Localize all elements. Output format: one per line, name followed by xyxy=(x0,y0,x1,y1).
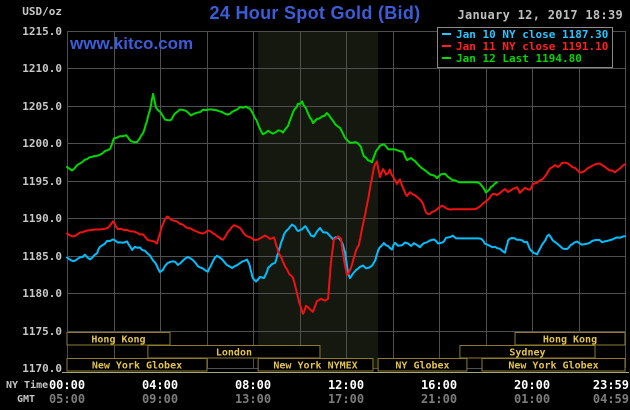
session-box: New York NYMEX xyxy=(257,358,374,372)
session-box: Sydney xyxy=(459,345,596,359)
price-line-jan11 xyxy=(66,160,626,315)
y-tick-label: 1215.0 xyxy=(22,25,62,38)
legend-label-jan10: Jan 10 NY close 1187.30 xyxy=(456,28,609,41)
chart-title: 24 Hour Spot Gold (Bid) xyxy=(209,3,421,23)
session-box: New York Globex xyxy=(66,358,208,372)
y-tick-label: 1175.0 xyxy=(22,324,62,338)
session-box: Hong Kong xyxy=(66,332,171,346)
legend-box: Jan 10 NY close 1187.30 Jan 11 NY close … xyxy=(437,27,614,68)
session-box-rect xyxy=(147,345,321,359)
session-label: Sydney xyxy=(509,348,545,359)
x-tick-gmt-label: 17:00 xyxy=(327,392,365,406)
session-label: London xyxy=(216,348,252,359)
legend-label-jan12: Jan 12 Last 1194.80 xyxy=(456,52,582,65)
session-box-rect xyxy=(257,358,374,372)
price-line-jan12 xyxy=(66,92,498,194)
session-box: London xyxy=(147,345,321,359)
x-tick-gmt-label: 13:00 xyxy=(234,392,272,406)
x-tick-ny-label: 04:00 xyxy=(141,378,179,392)
session-box-rect xyxy=(481,358,626,372)
session-label: Hong Kong xyxy=(91,335,145,346)
x-tick-ny-label: 08:00 xyxy=(234,378,272,392)
ny-time-axis-label: NY Time xyxy=(6,380,49,391)
session-label: New York Globex xyxy=(92,361,182,372)
y-tick-label: 1200.0 xyxy=(22,137,62,151)
legend-item-jan11: Jan 11 NY close 1191.10 xyxy=(442,41,608,53)
legend-label-jan11: Jan 11 NY close 1191.10 xyxy=(456,40,609,53)
y-axis-unit-label: USD/oz xyxy=(22,5,62,18)
y-tick-label: 1190.0 xyxy=(22,212,62,226)
gmt-axis-label: GMT xyxy=(17,394,36,405)
x-tick-ny-label: 20:00 xyxy=(513,378,551,392)
legend-item-jan10: Jan 10 NY close 1187.30 xyxy=(442,29,608,41)
x-tick-ny-label: 16:00 xyxy=(420,378,458,392)
y-tick-label: 1170.0 xyxy=(22,362,62,375)
legend-item-jan12: Jan 12 Last 1194.80 xyxy=(442,53,608,65)
datetime-label: January 12, 2017 18:39 xyxy=(457,8,623,22)
session-box: Hong Kong xyxy=(514,332,626,346)
legend-line-marker-green xyxy=(442,57,451,59)
x-tick-gmt-label: 01:00 xyxy=(513,392,551,406)
x-tick-ny-label: 12:00 xyxy=(327,378,365,392)
y-tick-label: 1205.0 xyxy=(22,99,62,113)
session-box-rect xyxy=(377,358,468,372)
session-box: NY Globex xyxy=(377,358,468,372)
x-tick-gmt-label: 09:00 xyxy=(141,392,179,406)
legend-line-marker-cyan xyxy=(442,33,451,35)
x-tick-ny-label: 23:59 xyxy=(592,378,629,392)
legend-line-marker-red xyxy=(442,45,451,47)
y-tick-label: 1185.0 xyxy=(22,249,62,263)
session-box: New York Globex xyxy=(481,358,626,372)
session-label: NY Globex xyxy=(395,361,449,372)
x-tick-gmt-label: 04:59 xyxy=(592,392,629,406)
x-tick-gmt-label: 05:00 xyxy=(48,392,86,406)
session-label: New York Globex xyxy=(508,361,598,372)
nymex-session-band xyxy=(258,31,379,368)
y-tick-label: 1210.0 xyxy=(22,62,62,76)
y-tick-label: 1195.0 xyxy=(22,174,62,188)
kitco-watermark-link[interactable]: www.kitco.com xyxy=(70,34,194,53)
session-box-rect xyxy=(66,358,208,372)
session-label: New York NYMEX xyxy=(273,361,357,372)
y-tick-label: 1180.0 xyxy=(22,287,62,301)
session-label: Hong Kong xyxy=(543,335,597,346)
x-tick-gmt-label: 21:00 xyxy=(420,392,458,406)
x-tick-ny-label: 00:00 xyxy=(48,378,86,392)
session-box-rect xyxy=(66,332,171,346)
